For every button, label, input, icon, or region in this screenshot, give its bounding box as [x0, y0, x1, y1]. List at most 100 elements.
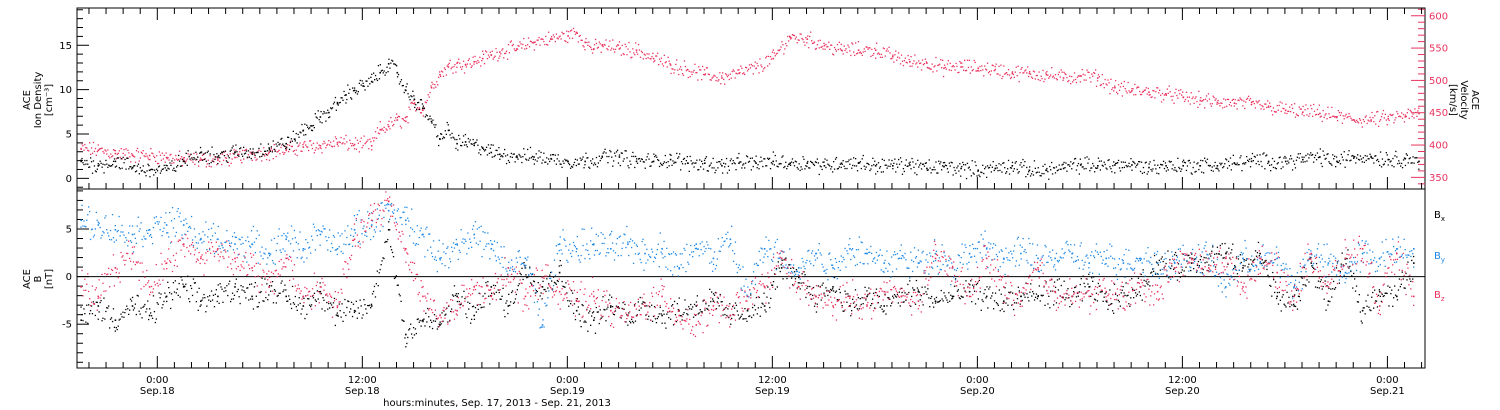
density-point: [863, 165, 865, 167]
velocity-point: [245, 148, 248, 150]
bottom-left-tick-label: 5: [66, 224, 72, 235]
bx-point: [925, 291, 927, 293]
density-point: [544, 161, 546, 163]
bx-point: [514, 298, 517, 300]
bx-point: [1396, 299, 1399, 301]
top-right-axis-title-line: Velocity: [1458, 80, 1469, 119]
bx-point: [749, 315, 751, 317]
density-point: [1385, 152, 1387, 154]
velocity-point: [1132, 88, 1134, 90]
velocity-point: [449, 59, 451, 62]
bx-point: [1305, 285, 1307, 287]
density-point: [120, 158, 122, 160]
density-point: [431, 122, 433, 124]
bx-point: [1283, 303, 1285, 305]
by-point: [389, 218, 391, 221]
bx-point: [692, 306, 694, 308]
bx-point: [1269, 284, 1271, 287]
density-point: [1300, 161, 1302, 163]
velocity-point: [1219, 105, 1221, 107]
bx-point: [450, 310, 452, 313]
bx-data-point: [336, 314, 339, 317]
velocity-point: [860, 52, 862, 54]
density-point: [753, 160, 755, 162]
velocity-point: [326, 144, 328, 147]
density-point: [730, 158, 732, 160]
velocity-point: [637, 43, 640, 46]
velocity-point: [602, 45, 604, 48]
by-point: [146, 230, 148, 232]
velocity-point: [357, 142, 359, 144]
velocity-point: [1344, 115, 1346, 117]
density-point: [217, 162, 219, 165]
bx-point: [370, 307, 372, 309]
velocity-data-point: [1250, 103, 1253, 106]
velocity-point: [1162, 99, 1165, 101]
bx-point: [468, 308, 470, 310]
density-point: [434, 126, 436, 128]
velocity-point: [805, 37, 807, 39]
density-point: [924, 162, 927, 164]
density-point: [821, 168, 823, 171]
bx-point: [176, 288, 178, 290]
density-data-point: [456, 142, 458, 145]
bx-data-point: [1396, 295, 1398, 298]
density-point: [551, 154, 554, 156]
density-point: [1195, 170, 1197, 173]
bx-point: [616, 306, 618, 309]
bx-point: [253, 286, 256, 288]
velocity-point: [1356, 119, 1358, 121]
velocity-point: [676, 59, 678, 61]
velocity-point: [992, 65, 994, 67]
velocity-point: [945, 68, 948, 70]
bx-point: [1143, 279, 1145, 282]
velocity-data-point: [1370, 119, 1372, 121]
bx-point: [1335, 267, 1338, 269]
velocity-point: [1096, 80, 1099, 82]
bx-point: [985, 297, 987, 299]
density-point: [1002, 162, 1004, 164]
bx-point: [1011, 304, 1013, 306]
bx-point: [237, 288, 239, 291]
density-point: [375, 78, 378, 80]
velocity-point: [1226, 105, 1228, 107]
density-point: [1387, 164, 1389, 166]
velocity-point: [374, 131, 377, 133]
bx-point: [770, 297, 772, 299]
density-data-point: [840, 162, 843, 164]
velocity-point: [557, 38, 559, 40]
bx-point: [117, 325, 119, 327]
bx-point: [639, 296, 641, 299]
density-point: [1293, 163, 1296, 165]
bx-point: [434, 320, 437, 322]
velocity-point: [417, 107, 419, 109]
density-point: [1143, 171, 1145, 174]
bx-point: [1000, 293, 1002, 295]
density-point: [410, 95, 412, 97]
velocity-point: [1004, 73, 1006, 75]
bx-point: [1135, 295, 1138, 297]
density-point: [241, 153, 243, 155]
bx-point: [522, 278, 524, 281]
velocity-point: [901, 60, 904, 62]
density-point: [661, 164, 664, 166]
density-data-point: [1028, 169, 1031, 172]
bx-point: [665, 327, 667, 329]
density-point: [100, 162, 102, 164]
velocity-point: [1062, 79, 1064, 81]
density-point: [417, 102, 419, 104]
density-point: [342, 99, 344, 101]
velocity-point: [416, 108, 418, 110]
velocity-point: [852, 43, 854, 45]
velocity-point: [1255, 100, 1257, 102]
velocity-point: [564, 40, 566, 42]
velocity-point: [685, 69, 687, 72]
velocity-point: [754, 61, 756, 63]
velocity-point: [715, 79, 717, 82]
velocity-point: [404, 117, 406, 119]
density-data-point: [943, 165, 945, 168]
bx-point: [1260, 262, 1262, 265]
density-point: [1288, 162, 1290, 164]
by-point: [104, 217, 106, 219]
velocity-point: [1090, 81, 1092, 83]
